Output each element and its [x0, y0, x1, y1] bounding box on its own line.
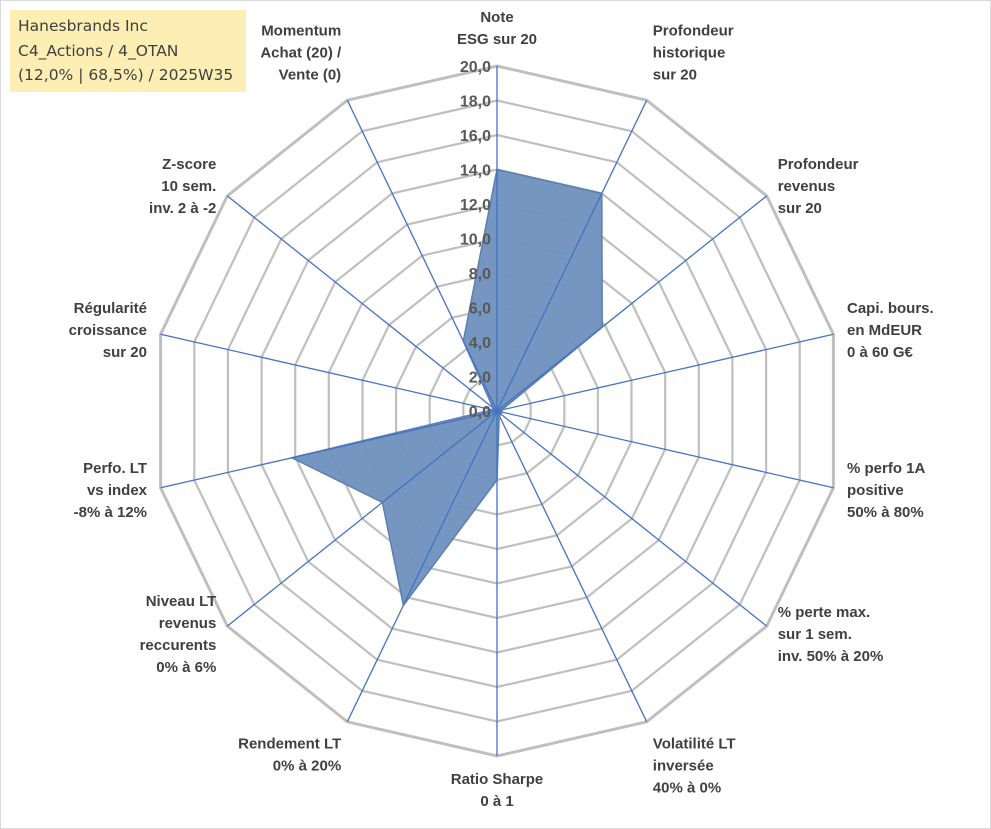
tick-label-4: 8,0: [469, 266, 491, 283]
axis-label-1-line-0: Profondeur: [653, 23, 734, 40]
spoke-12: [226, 195, 498, 412]
spoke-5: [496, 410, 768, 627]
tick-label-7: 14,0: [460, 163, 491, 180]
axis-label-0-line-1: ESG sur 20: [457, 31, 537, 48]
axis-label-3-line-0: Capi. bours.: [847, 300, 934, 317]
axis-label-7-line-1: 0 à 1: [480, 793, 513, 810]
axis-label-7-line-0: Ratio Sharpe: [451, 771, 544, 788]
series-area: [289, 168, 603, 608]
data-point-4: [501, 411, 503, 414]
spoke-9: [226, 410, 498, 627]
data-point-10: [291, 457, 293, 459]
axis-label-9-line-3: 0% à 6%: [156, 659, 216, 676]
tick-label-2: 4,0: [469, 335, 491, 352]
axis-label-5-line-1: sur 1 sem.: [778, 626, 852, 643]
tick-label-1: 2,0: [469, 370, 491, 387]
axis-label-2: Profondeur revenus sur 20: [778, 156, 859, 217]
axis-label-4-line-2: 50% à 80%: [847, 504, 924, 521]
data-point-9: [381, 501, 384, 504]
axis-label-4-line-0: % perfo 1A: [847, 460, 926, 477]
axis-label-10-line-1: vs index: [87, 482, 148, 499]
data-point-2: [601, 326, 603, 328]
axis-label-9: Niveau LT revenus reccurents 0% à 6%: [140, 593, 217, 676]
tick-label-8: 16,0: [460, 128, 491, 145]
data-point-0: [496, 168, 498, 171]
axis-label-13-line-0: Momentum: [261, 23, 341, 40]
tick-label-0: 0,0: [469, 404, 491, 421]
axis-label-2-line-1: revenus: [778, 178, 836, 195]
axis-label-3: Capi. bours. en MdEUR 0 à 60 G€: [847, 300, 934, 361]
axis-label-11-line-1: croissance: [69, 322, 147, 339]
axis-label-12: Z-score 10 sem. inv. 2 à -2: [149, 156, 216, 217]
tick-label-5: 10,0: [460, 232, 491, 249]
axis-label-3-line-1: en MdEUR: [847, 322, 922, 339]
spoke-1: [496, 99, 648, 412]
spoke-10: [160, 410, 498, 489]
axis-label-11-line-2: sur 20: [103, 344, 147, 361]
spoke-2: [496, 195, 768, 412]
tick-label-9: 18,0: [460, 94, 491, 111]
axis-label-9-line-0: Niveau LT: [146, 593, 217, 610]
axis-label-5: % perte max. sur 1 sem. inv. 50% à 20%: [778, 604, 884, 665]
tick-label-10: 20,0: [460, 59, 491, 76]
axis-label-1: Profondeur historique sur 20: [653, 23, 734, 84]
data-point-11: [491, 409, 493, 411]
axis-label-9-line-1: revenus: [159, 615, 217, 632]
axis-label-12-line-1: 10 sem.: [161, 178, 216, 195]
title-line-company: Hanesbrands Inc: [18, 17, 148, 35]
axis-label-10-line-0: Perfo. LT: [83, 460, 147, 477]
spoke-11: [160, 333, 498, 412]
axis-label-12-line-0: Z-score: [162, 156, 216, 173]
data-point-8: [402, 604, 405, 607]
axis-label-13-line-2: Vente (0): [279, 67, 342, 84]
axis-label-7: Ratio Sharpe 0 à 1: [451, 771, 544, 810]
data-point-13: [462, 340, 465, 342]
data-point-5: [500, 413, 502, 416]
axis-label-6-line-2: 40% à 0%: [653, 779, 721, 796]
spoke-3: [496, 333, 834, 412]
axis-label-1-line-1: historique: [653, 45, 726, 62]
axis-label-5-line-0: % perte max.: [778, 604, 871, 621]
spoke-4: [496, 410, 834, 489]
axis-label-8: Rendement LT 0% à 20%: [238, 735, 341, 774]
data-point-7: [496, 479, 498, 481]
axis-label-11-line-0: Régularité: [74, 300, 147, 317]
axis-label-4-line-1: positive: [847, 482, 904, 499]
spoke-6: [496, 410, 648, 723]
axis-label-8-line-0: Rendement LT: [238, 735, 341, 752]
axis-label-0: Note ESG sur 20: [457, 9, 537, 48]
data-point-1: [601, 192, 603, 195]
axis-label-4: % perfo 1A positive 50% à 80%: [847, 460, 926, 521]
axis-label-6-line-0: Volatilité LT: [653, 735, 736, 752]
axis-label-13: Momentum Achat (20) / Vente (0): [260, 23, 342, 84]
axis-label-12-line-2: inv. 2 à -2: [149, 200, 216, 217]
data-point-3: [501, 409, 503, 411]
axis-label-13-line-1: Achat (20) /: [260, 45, 342, 62]
spoke-13: [346, 99, 498, 412]
data-point-12: [492, 407, 494, 409]
axis-label-0-line-0: Note: [480, 9, 513, 26]
axis-label-1-line-2: sur 20: [653, 67, 697, 84]
axis-label-6: Volatilité LT inversée 40% à 0%: [653, 735, 736, 796]
spoke-8: [346, 410, 498, 723]
tick-label-6: 12,0: [460, 197, 491, 214]
axis-label-9-line-2: reccurents: [140, 637, 217, 654]
tick-label-3: 6,0: [469, 301, 491, 318]
axis-label-2-line-2: sur 20: [778, 200, 822, 217]
title-line-stats: (12,0% | 68,5%) / 2025W35: [18, 66, 234, 84]
axis-label-5-line-2: inv. 50% à 20%: [778, 648, 884, 665]
data-point-6: [498, 414, 501, 417]
axis-label-3-line-2: 0 à 60 G€: [847, 344, 914, 361]
axis-label-2-line-0: Profondeur: [778, 156, 859, 173]
axis-label-10: Perfo. LT vs index -8% à 12%: [74, 460, 148, 521]
title-line-category: C4_Actions / 4_OTAN: [18, 41, 179, 60]
chart-title-box: Hanesbrands Inc C4_Actions / 4_OTAN (12,…: [10, 10, 246, 92]
axis-label-6-line-1: inversée: [653, 757, 714, 774]
axis-label-11: Régularité croissance sur 20: [69, 300, 147, 361]
axis-label-10-line-2: -8% à 12%: [74, 504, 147, 521]
axis-label-8-line-1: 0% à 20%: [273, 757, 341, 774]
